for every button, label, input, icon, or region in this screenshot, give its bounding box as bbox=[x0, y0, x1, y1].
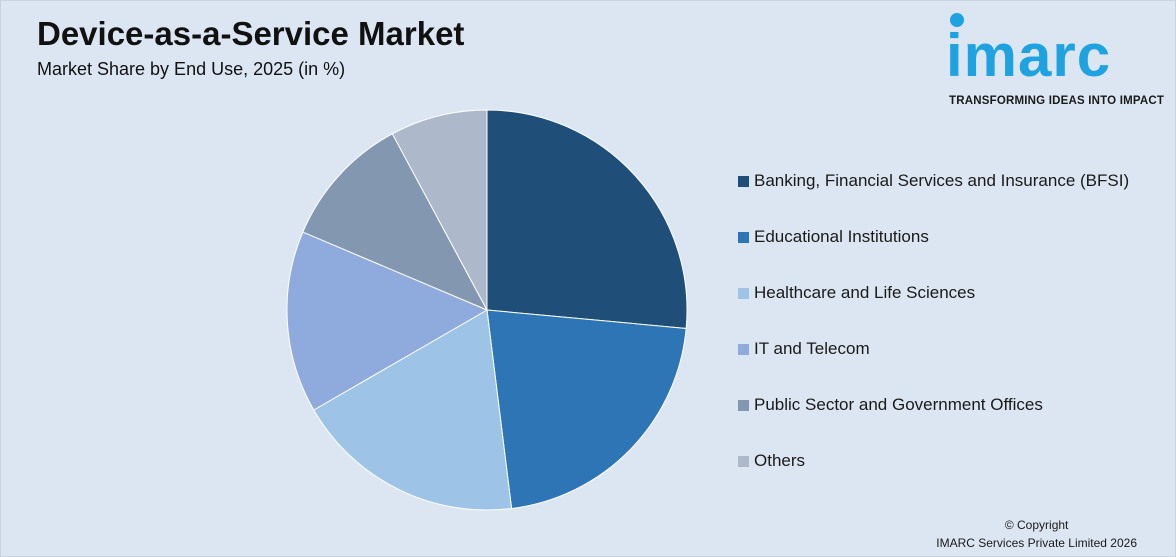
pie-slice-1 bbox=[486, 309, 687, 510]
copyright-notice: © Copyright IMARC Services Private Limit… bbox=[936, 516, 1137, 552]
pie-slice-3 bbox=[286, 231, 489, 411]
legend-label: Banking, Financial Services and Insuranc… bbox=[754, 171, 1130, 190]
legend-swatch bbox=[738, 175, 749, 187]
chart-subtitle: Market Share by End Use, 2025 (in %) bbox=[37, 59, 346, 79]
legend-item-5: Others bbox=[738, 449, 805, 473]
legend-label: Educational Institutions bbox=[754, 227, 929, 246]
legend-label: Public Sector and Government Offices bbox=[754, 395, 1043, 414]
chart-title: Device-as-a-Service Market bbox=[37, 15, 465, 52]
logo-dot-icon bbox=[950, 13, 964, 27]
legend-label: Healthcare and Life Sciences bbox=[754, 283, 976, 302]
legend-swatch bbox=[738, 343, 749, 355]
imarc-logo: imarc TRANSFORMING IDEAS INTO IMPACT bbox=[941, 9, 1173, 109]
copyright-line-2: IMARC Services Private Limited 2026 bbox=[936, 536, 1137, 550]
legend-label: Others bbox=[754, 451, 806, 470]
pie-slice-2 bbox=[313, 309, 513, 511]
logo-wordmark: imarc bbox=[946, 22, 1112, 89]
copyright-line-1: © Copyright bbox=[1004, 518, 1069, 532]
legend-swatch bbox=[738, 287, 749, 299]
pie-slice-0 bbox=[486, 109, 688, 329]
pie-slice-4 bbox=[302, 133, 489, 312]
legend-swatch bbox=[738, 399, 749, 411]
legend-item-0: Banking, Financial Services and Insuranc… bbox=[738, 169, 1129, 193]
legend-label: IT and Telecom bbox=[754, 339, 870, 358]
legend-item-2: Healthcare and Life Sciences bbox=[738, 281, 975, 305]
legend-swatch bbox=[738, 455, 749, 467]
pie-slice-5 bbox=[391, 109, 488, 311]
legend-item-3: IT and Telecom bbox=[738, 337, 870, 361]
legend-item-4: Public Sector and Government Offices bbox=[738, 393, 1043, 417]
legend-swatch bbox=[738, 231, 749, 243]
legend-item-1: Educational Institutions bbox=[738, 225, 929, 249]
logo-tagline: TRANSFORMING IDEAS INTO IMPACT bbox=[949, 95, 1165, 107]
